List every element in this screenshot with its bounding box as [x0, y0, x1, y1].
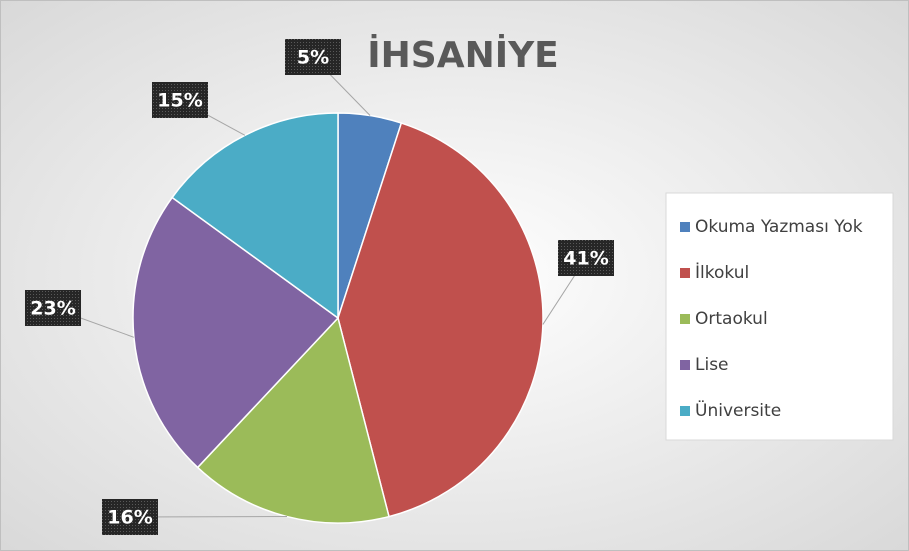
legend: [665, 192, 894, 441]
data-label-box: [25, 290, 81, 326]
chart-title: İHSANİYE: [367, 34, 559, 76]
data-label: 23%: [30, 298, 75, 320]
legend-swatch: [680, 360, 690, 370]
legend-label: Ortaokul: [695, 309, 768, 329]
data-label: 16%: [107, 507, 152, 529]
pie-slice: [171, 112, 339, 320]
legend-label: Lise: [695, 355, 729, 375]
data-label: 15%: [157, 90, 202, 112]
data-label: 41%: [563, 248, 608, 270]
legend-label: Üniversite: [695, 399, 781, 421]
data-label-box: [102, 499, 158, 535]
data-label: 5%: [297, 47, 329, 69]
legend-label: Okuma Yazması Yok: [695, 217, 863, 237]
legend-swatch: [680, 268, 690, 278]
pie-slice: [132, 196, 340, 469]
legend-swatch: [680, 314, 690, 324]
legend-swatch: [680, 222, 690, 232]
legend-label: İlkokul: [695, 262, 749, 283]
pie-slice: [337, 122, 544, 518]
data-label-box: [285, 39, 341, 75]
data-label-box: [152, 82, 208, 118]
legend-swatch: [680, 406, 690, 416]
data-label-box: [558, 240, 614, 276]
